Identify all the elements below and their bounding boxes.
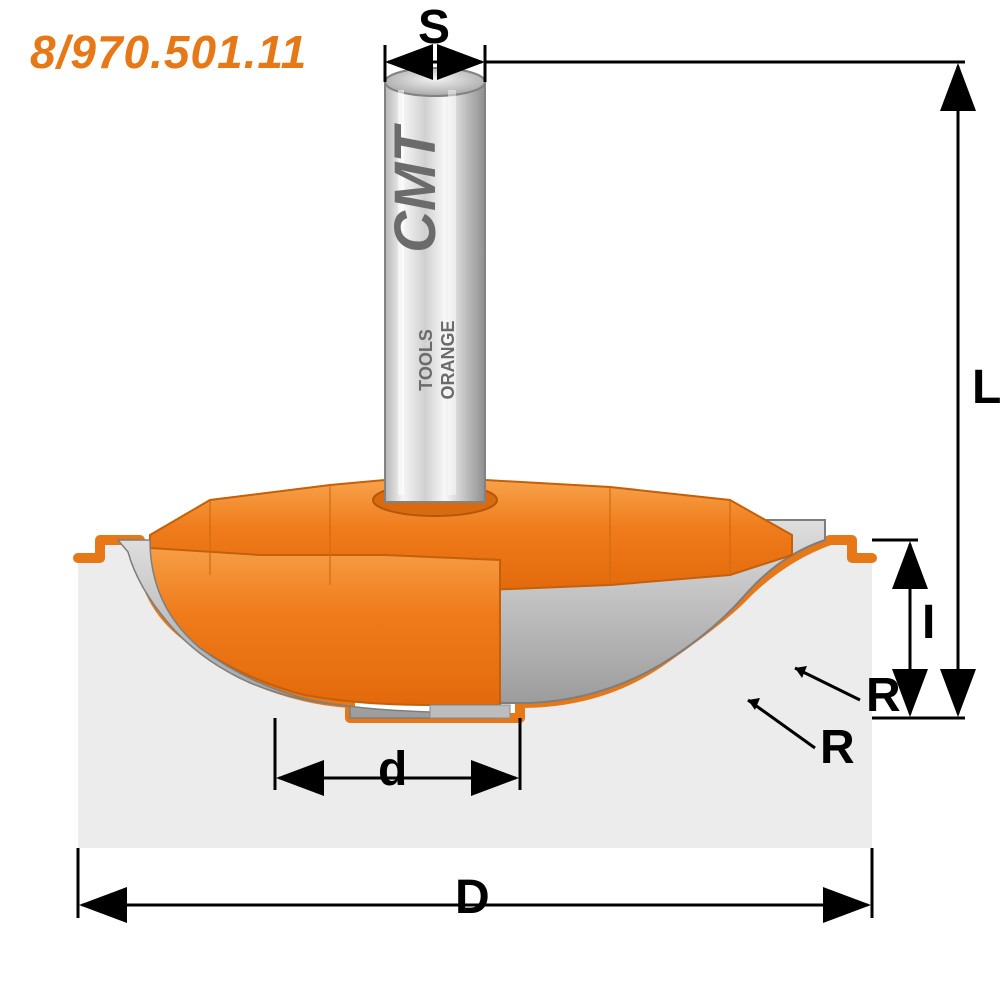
brand-name: CMT (383, 123, 448, 253)
dim-S: S (418, 0, 450, 55)
dim-R-lower: R (820, 720, 855, 775)
dim-I: I (922, 595, 935, 650)
brand-sub-1: ORANGE (438, 320, 458, 399)
dim-d: d (378, 742, 407, 797)
dim-R-upper: R (866, 668, 901, 723)
brand-sub-2: TOOLS (416, 329, 436, 391)
technical-drawing: CMT ORANGE TOOLS (0, 0, 1000, 1000)
dim-D: D (455, 870, 490, 925)
dim-L: L (972, 360, 1000, 415)
